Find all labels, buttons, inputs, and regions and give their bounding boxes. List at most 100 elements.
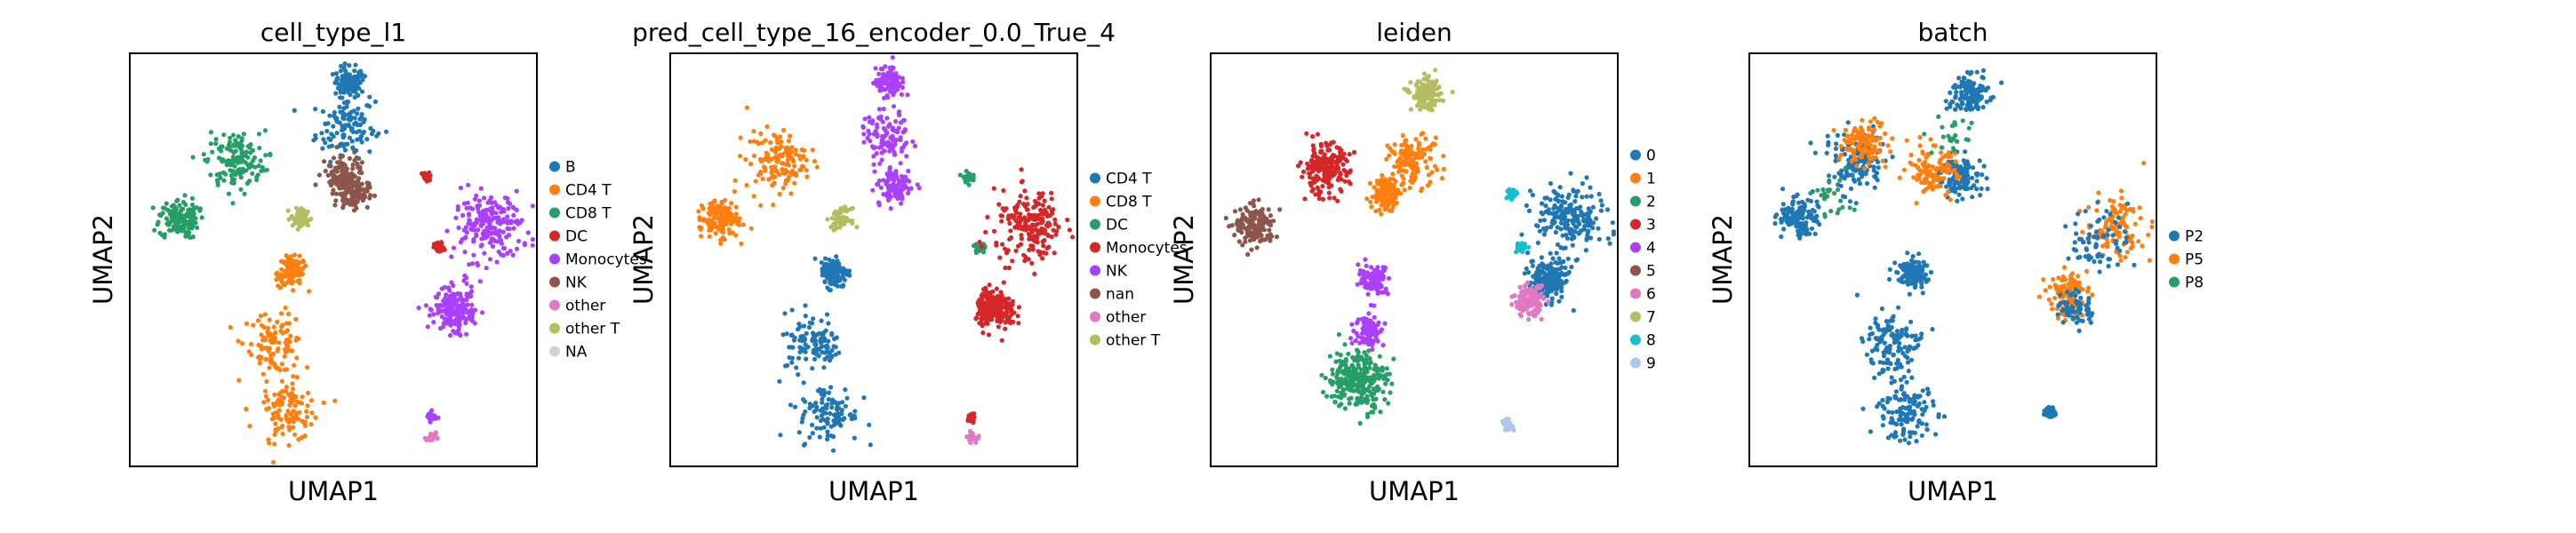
data-point — [453, 215, 459, 220]
data-point — [364, 137, 370, 142]
data-point — [341, 133, 347, 139]
data-point — [1564, 226, 1570, 231]
data-point — [326, 136, 332, 141]
data-point — [890, 133, 895, 139]
data-point — [814, 164, 820, 170]
data-point — [1540, 296, 1546, 301]
data-point — [999, 306, 1004, 311]
data-point — [732, 219, 737, 224]
data-point — [1421, 71, 1427, 76]
data-point — [870, 187, 876, 193]
data-point — [290, 415, 295, 420]
data-point — [1334, 374, 1340, 380]
data-point — [339, 63, 344, 68]
data-point — [976, 248, 981, 253]
cluster-7 — [1402, 68, 1455, 113]
data-point — [291, 288, 296, 293]
data-point — [1539, 255, 1544, 260]
data-point — [1558, 220, 1564, 226]
data-point — [522, 243, 527, 248]
data-point — [991, 228, 997, 234]
data-point — [500, 229, 506, 235]
data-point — [1538, 303, 1543, 308]
data-point — [1538, 285, 1543, 290]
data-point — [238, 159, 244, 164]
data-point — [718, 237, 724, 243]
data-point — [744, 182, 749, 187]
data-point — [1421, 94, 1427, 99]
data-point — [789, 149, 795, 155]
data-point — [1574, 189, 1580, 195]
data-point — [995, 318, 1000, 323]
data-point — [999, 338, 1004, 343]
data-point — [828, 385, 834, 390]
data-point — [292, 107, 297, 113]
legend-marker — [549, 299, 560, 311]
data-point — [764, 153, 770, 158]
data-point — [1441, 98, 1446, 103]
data-point — [1248, 220, 1253, 226]
data-point — [236, 134, 241, 139]
data-point — [1588, 235, 1594, 241]
data-point — [1322, 168, 1327, 173]
legend-label: B — [565, 159, 576, 177]
legend-label: CD4 T — [1106, 171, 1152, 188]
legend-marker — [1090, 242, 1100, 253]
data-point — [1553, 196, 1558, 202]
data-point — [825, 420, 830, 426]
data-point — [469, 302, 475, 307]
data-point — [295, 278, 300, 284]
data-point — [1008, 228, 1013, 234]
data-point — [841, 282, 846, 288]
data-point — [790, 159, 796, 164]
cluster-other-t — [825, 204, 860, 233]
data-point — [460, 314, 466, 320]
data-point — [279, 378, 284, 384]
data-point — [879, 157, 884, 163]
data-point — [273, 421, 278, 426]
data-point — [162, 205, 168, 211]
data-point — [286, 321, 292, 326]
data-point — [346, 99, 351, 105]
data-point — [797, 156, 804, 162]
data-point — [826, 397, 831, 402]
data-point — [1036, 216, 1041, 221]
data-point — [1411, 157, 1416, 163]
data-point — [1024, 207, 1029, 212]
data-point — [469, 289, 475, 294]
data-point — [1372, 314, 1377, 320]
data-point — [1049, 190, 1054, 195]
data-point — [1326, 157, 1332, 163]
data-point — [818, 408, 824, 413]
data-point — [821, 425, 827, 430]
data-point — [1019, 236, 1024, 242]
data-point — [983, 307, 988, 313]
data-point — [268, 152, 273, 157]
data-point — [878, 66, 884, 72]
data-point — [892, 80, 898, 85]
data-point — [1268, 238, 1273, 243]
data-point — [267, 317, 272, 322]
data-point — [1398, 151, 1404, 156]
data-point — [1240, 243, 1245, 248]
legend-marker — [549, 230, 560, 242]
data-point — [1539, 316, 1544, 322]
data-point — [999, 213, 1004, 219]
data-point — [356, 178, 361, 183]
data-point — [489, 218, 494, 223]
data-point — [1568, 231, 1573, 236]
data-point — [229, 162, 235, 168]
data-point — [1356, 334, 1361, 339]
data-point — [1428, 83, 1434, 88]
data-point — [237, 155, 243, 160]
data-point — [1404, 138, 1409, 143]
data-point — [329, 178, 334, 183]
data-point — [1548, 224, 1554, 230]
data-point — [868, 442, 873, 448]
data-point — [519, 218, 524, 223]
data-point — [751, 153, 757, 158]
data-point — [1427, 100, 1432, 107]
data-point — [1354, 401, 1359, 406]
data-point — [881, 107, 886, 112]
